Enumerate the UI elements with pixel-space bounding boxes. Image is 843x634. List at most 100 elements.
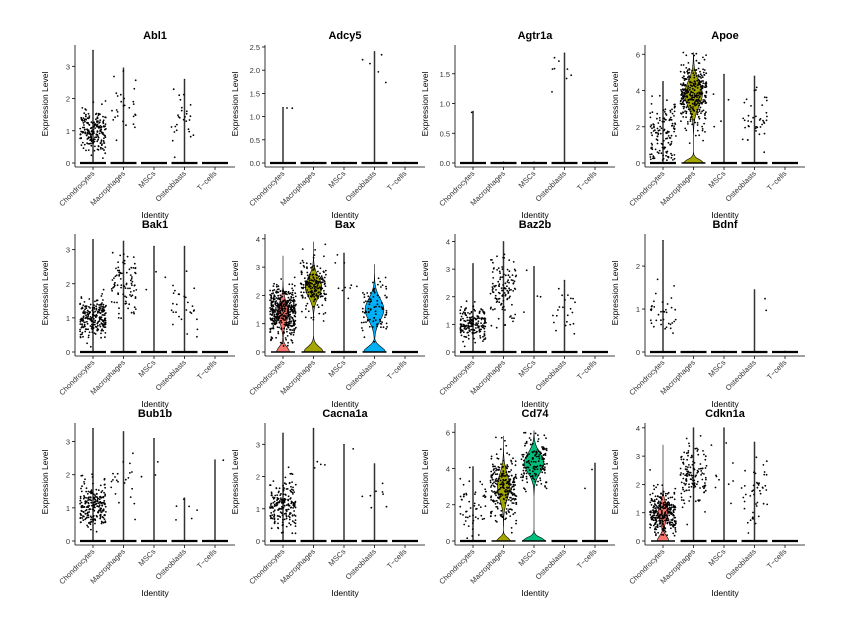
data-point (692, 477, 694, 479)
x-tick-label: MSCs (517, 358, 538, 379)
data-point (290, 507, 292, 509)
data-point (684, 106, 686, 108)
data-point (564, 299, 566, 301)
y-tick-label: 2 (66, 95, 70, 104)
data-point (674, 488, 676, 490)
data-point (463, 311, 465, 313)
data-point (277, 333, 279, 335)
data-point (307, 284, 309, 286)
data-point (111, 110, 113, 112)
data-point (524, 445, 526, 447)
data-point (705, 467, 707, 469)
data-point (86, 134, 88, 136)
data-point (701, 80, 703, 82)
data-point (698, 99, 700, 101)
data-point (386, 312, 388, 314)
data-point (289, 299, 291, 301)
data-point (325, 299, 327, 301)
data-point (459, 506, 461, 508)
data-point (662, 522, 664, 524)
data-point (284, 519, 286, 521)
data-point (764, 298, 766, 300)
data-point (661, 498, 663, 500)
data-point (492, 277, 494, 279)
data-point (520, 476, 522, 478)
data-point (269, 290, 271, 292)
data-point (658, 500, 660, 502)
data-point (512, 482, 514, 484)
data-point (309, 280, 311, 282)
data-point (286, 107, 288, 109)
data-point (705, 96, 707, 98)
data-point (124, 260, 126, 262)
data-point (689, 87, 691, 89)
data-point (273, 310, 275, 312)
data-point (704, 95, 706, 97)
data-point (281, 508, 283, 510)
data-point (689, 105, 691, 107)
data-point (682, 77, 684, 79)
data-point (657, 514, 659, 516)
data-point (284, 513, 286, 515)
data-point (315, 298, 317, 300)
data-point (664, 147, 666, 149)
data-point (552, 315, 554, 317)
data-point (310, 282, 312, 284)
data-point (683, 463, 685, 465)
data-point (94, 150, 96, 152)
data-point (127, 288, 129, 290)
violin-shape (473, 111, 474, 163)
data-point (279, 487, 281, 489)
data-point (81, 320, 83, 322)
data-point (101, 511, 103, 513)
data-point (130, 291, 132, 293)
data-point (649, 502, 651, 504)
data-point (478, 534, 480, 536)
data-point (485, 505, 487, 507)
data-point (92, 519, 94, 521)
data-point (682, 52, 684, 54)
data-point (513, 484, 515, 486)
data-point (756, 456, 758, 458)
x-tick-label: T−cells (195, 547, 218, 570)
data-point (185, 297, 187, 299)
data-point (80, 496, 82, 498)
violin-shape (184, 79, 185, 163)
data-point (748, 532, 750, 534)
data-point (290, 296, 292, 298)
data-point (505, 494, 507, 496)
data-point (287, 499, 289, 501)
data-point (385, 286, 387, 288)
data-point (525, 491, 527, 493)
data-point (674, 493, 676, 495)
data-point (117, 111, 119, 113)
data-point (673, 131, 675, 133)
data-point (702, 130, 704, 132)
data-point (675, 531, 677, 533)
data-point (276, 321, 278, 323)
data-point (105, 123, 107, 125)
data-point (92, 483, 94, 485)
data-point (104, 336, 106, 338)
data-point (131, 488, 133, 490)
data-point (663, 319, 665, 321)
data-point (183, 296, 185, 298)
data-point (473, 520, 475, 522)
data-point (523, 454, 525, 456)
data-point (674, 309, 676, 311)
data-point (468, 320, 470, 322)
data-point (500, 510, 502, 512)
data-point (690, 472, 692, 474)
data-point (694, 89, 696, 91)
data-point (79, 138, 81, 140)
x-tick-label: Osteoblasts (534, 169, 569, 204)
data-point (291, 481, 293, 483)
data-point (748, 126, 750, 128)
data-point (693, 110, 695, 112)
data-point (466, 317, 468, 319)
data-point (472, 333, 474, 335)
series-1: Macrophages (88, 432, 136, 586)
data-point (656, 113, 658, 115)
data-point (497, 502, 499, 504)
